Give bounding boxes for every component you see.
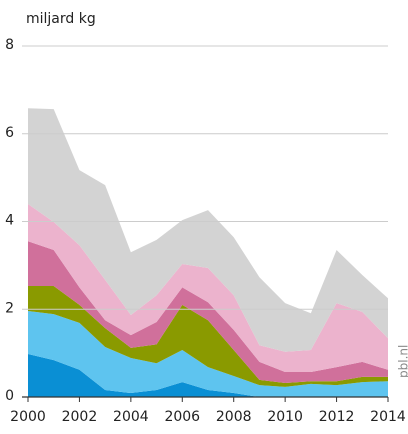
- x-tick-label: 2008: [216, 409, 252, 425]
- area: [28, 285, 388, 387]
- area: [28, 108, 388, 352]
- y-tick-label: 2: [5, 300, 14, 316]
- x-tick-label: 2002: [62, 409, 98, 425]
- y-tick-label: 8: [5, 37, 14, 53]
- y-tick-label: 4: [5, 213, 14, 229]
- y-tick-label: 0: [5, 388, 14, 404]
- y-tick-label: 6: [5, 125, 14, 141]
- x-tick-label: 2010: [267, 409, 303, 425]
- x-tick-label: 2000: [10, 409, 46, 425]
- area: [28, 354, 388, 397]
- x-tick-label: 2006: [164, 409, 200, 425]
- watermark: pbl.nl: [397, 345, 408, 378]
- area: [28, 311, 388, 397]
- x-tick-label: 2014: [370, 409, 406, 425]
- y-axis-label: miljard kg: [26, 11, 96, 27]
- x-tick-label: 2004: [113, 409, 149, 425]
- x-tick-label: 2012: [319, 409, 355, 425]
- area: [28, 241, 388, 383]
- area: [28, 203, 388, 372]
